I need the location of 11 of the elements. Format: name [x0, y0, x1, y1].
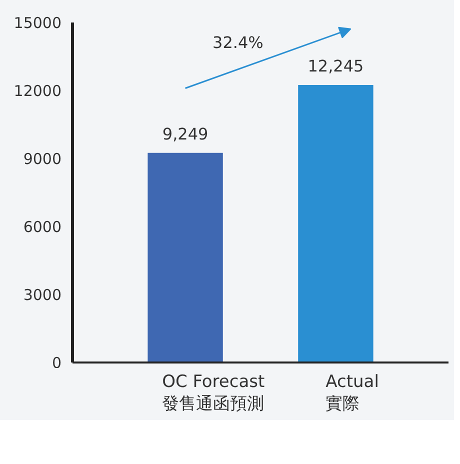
y-tick-label: 12000 [14, 82, 62, 100]
y-tick-label: 9000 [23, 150, 62, 168]
annotation: 32.4% [212, 32, 264, 52]
y-tick-label: 3000 [23, 286, 62, 304]
data-label: 9,249 [162, 124, 208, 144]
series-label: OC Forecast 發售通函預測 [162, 372, 265, 415]
series-label: Actual 實際 [326, 372, 379, 415]
y-tick-label: 6000 [23, 218, 62, 236]
y-tick-label: 0 [52, 354, 62, 372]
data-label: 12,245 [308, 56, 364, 76]
y-tick-label: 15000 [14, 14, 62, 32]
